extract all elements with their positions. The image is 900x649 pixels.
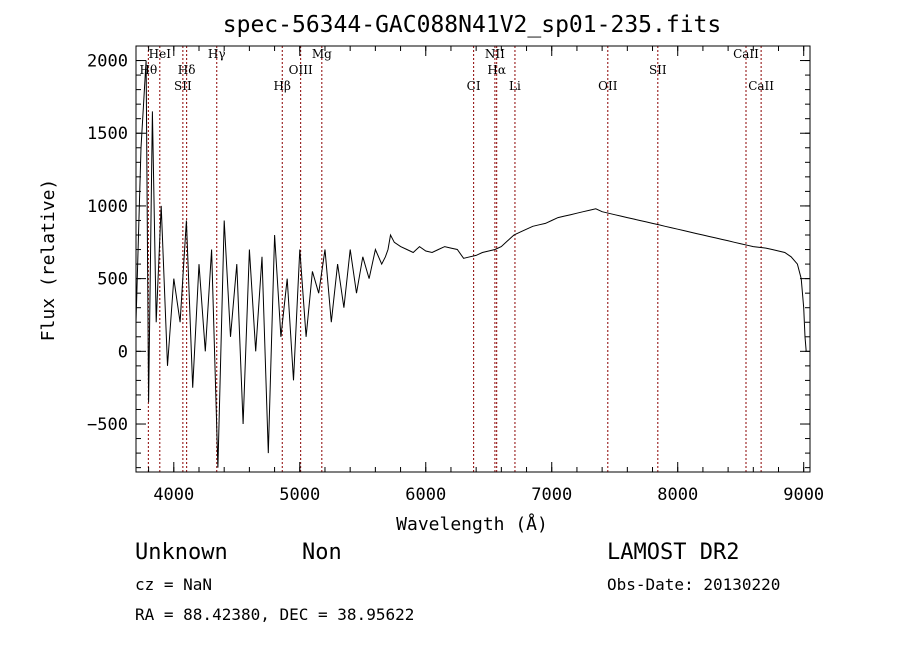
line-marker-label: Hθ [139, 63, 157, 77]
line-marker-label: HeI [149, 47, 172, 61]
line-marker-label: CI [467, 79, 481, 93]
x-tick-label: 9000 [783, 485, 824, 505]
line-marker-label: OIII [289, 63, 313, 77]
y-tick-label: −500 [87, 415, 128, 435]
plot-frame [135, 45, 811, 473]
line-marker-label: Hβ [274, 79, 291, 93]
line-marker-label: Mg [312, 47, 332, 61]
x-tick-label: 5000 [279, 485, 320, 505]
line-marker-label: SII [649, 63, 667, 77]
object-class: Unknown [135, 540, 228, 565]
y-axis-ticks: −500 0 500 1000 1500 2000 [87, 52, 810, 469]
line-marker-label: Li [509, 79, 521, 93]
object-subclass: Non [302, 540, 342, 565]
line-marker-label: Hδ [178, 63, 196, 77]
survey-name: LAMOST DR2 [607, 540, 739, 565]
x-tick-label: 4000 [153, 485, 194, 505]
x-axis-ticks: 4000 5000 6000 7000 8000 9000 [148, 46, 824, 505]
obs-date-text: Obs-Date: 20130220 [607, 575, 780, 594]
x-tick-label: 8000 [657, 485, 698, 505]
y-tick-label: 2000 [87, 52, 128, 72]
spectrum-series-line [135, 60, 807, 468]
x-tick-label: 7000 [531, 485, 572, 505]
y-tick-label: 1000 [87, 197, 128, 217]
x-tick-label: 6000 [405, 485, 446, 505]
line-marker-label: OII [598, 79, 618, 93]
line-marker-label: Hγ [208, 47, 226, 61]
y-tick-label: 500 [97, 270, 128, 290]
y-axis-label: Flux (relative) [38, 179, 59, 342]
line-marker-label: CaII [748, 79, 774, 93]
line-marker-label: NII [485, 47, 505, 61]
chart-title: spec-56344-GAC088N41V2_sp01-235.fits [223, 12, 722, 38]
line-marker-label: SII [174, 79, 192, 93]
redshift-text: cz = NaN [135, 575, 212, 594]
line-marker-label: Hα [487, 63, 506, 77]
y-tick-label: 0 [118, 342, 128, 362]
coordinates-text: RA = 88.42380, DEC = 38.95622 [135, 605, 414, 624]
line-markers [147, 46, 762, 472]
line-marker-label: CaII [733, 47, 759, 61]
y-tick-label: 1500 [87, 124, 128, 144]
x-axis-label: Wavelength (Å) [396, 513, 548, 535]
